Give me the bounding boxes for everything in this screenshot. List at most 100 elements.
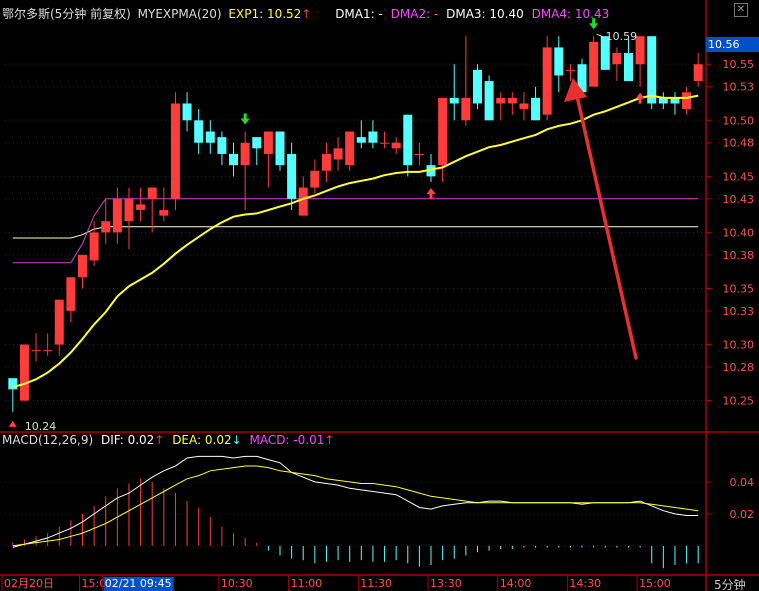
time-axis: 02月20日 15:00 02/21 09:45 10:30 11:00 11:30 13:… [1, 575, 671, 591]
candle-body [66, 277, 76, 311]
macd-axis-labels: 0.04 0.02 [706, 476, 754, 521]
signal-up-arrow-icon [426, 187, 436, 199]
candle [658, 92, 668, 110]
macd-tick-label: 0.02 [730, 508, 755, 521]
candle [310, 159, 320, 194]
candle [368, 120, 378, 149]
time-tick-label: 02/21 09:45 [105, 577, 172, 590]
candle-body [635, 36, 645, 65]
candle [414, 142, 424, 166]
candle [298, 176, 308, 216]
candle-body [554, 47, 564, 76]
macd-header: MACD(12,26,9) DIF: 0.02↑ DEA: 0.02↓ MACD… [2, 433, 334, 447]
candle [554, 36, 564, 93]
candle [112, 187, 122, 244]
candle [577, 58, 587, 93]
candle [43, 333, 53, 356]
candle-body [310, 170, 320, 188]
price-tick-label: 10.53 [723, 81, 755, 94]
candle [496, 92, 506, 121]
time-label-highlight [103, 577, 174, 591]
low-price-label: 10.24 [25, 420, 57, 433]
candle [275, 131, 285, 171]
candle-body [507, 97, 517, 104]
indicator-name[interactable]: MYEXPMA(20) [137, 7, 222, 21]
candle-body [78, 254, 88, 278]
candle [345, 131, 355, 171]
exp1-up-arrow-icon: ↑ [301, 7, 312, 21]
dma2-value: DMA2: - [390, 7, 439, 21]
candle-body [403, 114, 413, 166]
candle [54, 299, 64, 356]
candle-body [229, 153, 239, 166]
candle [682, 86, 692, 115]
candle [519, 92, 529, 121]
main-header: 鄂尔多斯(5分钟 前复权) MYEXPMA(20) EXP1: 10.52↑ D… [2, 5, 609, 22]
macd-value: MACD: -0.01 [249, 433, 325, 447]
high-pointer [596, 33, 604, 38]
price-tick-label: 10.45 [723, 170, 755, 183]
price-tick-label: 10.50 [723, 114, 755, 127]
signal-down-arrow-icon [240, 113, 250, 125]
candlestick-series [8, 36, 703, 412]
candle [263, 131, 273, 188]
candle [205, 120, 215, 154]
macd-indicator-name[interactable]: MACD(12,26,9) [2, 433, 94, 447]
candle [612, 47, 622, 82]
candle-body [356, 137, 366, 143]
timeframe-label[interactable]: 5分钟 [714, 578, 746, 591]
macd-grid [5, 481, 705, 547]
candle [670, 92, 680, 115]
candle [426, 153, 436, 182]
dea-value: DEA: 0.02 [172, 433, 232, 447]
symbol-title[interactable]: 鄂尔多斯(5分钟 前复权) [2, 7, 131, 21]
time-tick-label: 10:30 [221, 577, 253, 590]
candle [449, 64, 459, 121]
close-icon[interactable]: ✕ [734, 3, 748, 17]
dif-value: DIF: 0.02 [100, 433, 155, 447]
low-marker-icon [8, 420, 17, 427]
candle-body [449, 97, 459, 104]
candle [403, 114, 413, 177]
candle [623, 36, 633, 82]
candle [647, 36, 657, 110]
candle [507, 92, 517, 115]
candle [438, 97, 448, 182]
price-tick-label: 10.30 [723, 339, 755, 352]
candle [147, 187, 157, 233]
candle [217, 131, 227, 166]
candle-body [565, 69, 575, 71]
candle-body [31, 350, 41, 352]
candle [89, 221, 99, 267]
candle [194, 109, 204, 154]
candle-body [391, 142, 401, 149]
candle [635, 36, 645, 87]
candle-body [333, 148, 343, 160]
candle [380, 131, 390, 149]
candle-body [252, 137, 262, 149]
candle-body [531, 97, 541, 121]
time-tick-label: 11:30 [360, 577, 392, 590]
price-tick-label: 10.40 [723, 226, 755, 239]
dma1-value: DMA1: - [335, 7, 383, 21]
candle-body [8, 378, 18, 390]
candle [542, 36, 552, 121]
candle-body [577, 64, 587, 93]
candle-body [623, 53, 633, 82]
price-tick-label: 10.35 [723, 282, 755, 295]
candle-body [368, 131, 378, 143]
candle [600, 36, 610, 70]
candle-body [693, 64, 703, 82]
candle [287, 142, 297, 210]
exp1-polyline [12, 94, 699, 389]
macd-lines [12, 455, 699, 548]
candle-body [519, 103, 529, 110]
candle [182, 92, 192, 132]
candle [252, 137, 262, 166]
time-tick-label: 15:00 [639, 577, 671, 590]
candle-body [19, 344, 29, 401]
high-price-label: 10.59 [606, 30, 638, 43]
price-tick-label: 10.38 [723, 249, 755, 262]
candle-body [461, 97, 471, 121]
